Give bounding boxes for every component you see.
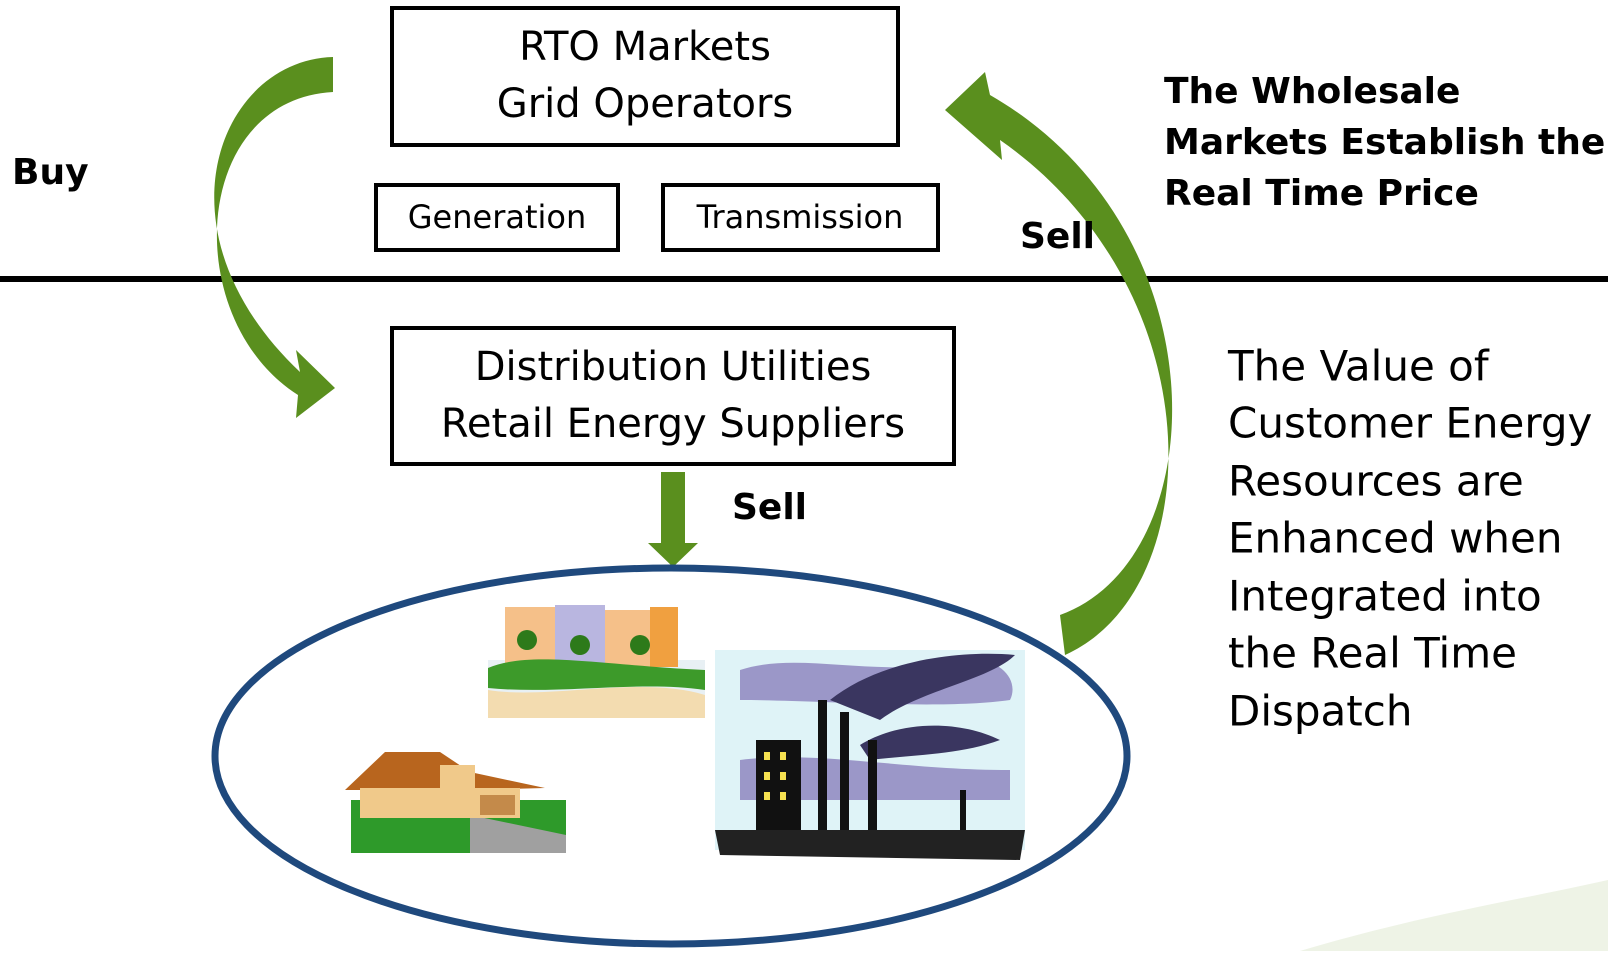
note-line: Dispatch	[1228, 687, 1412, 736]
value-note: The Value of Customer Energy Resources a…	[1227, 342, 1592, 736]
note-line: The Wholesale	[1164, 71, 1460, 112]
divider-line	[0, 276, 1608, 282]
sell-down-arrow	[648, 472, 698, 567]
buy-arrow	[214, 57, 335, 418]
house-icon	[345, 752, 566, 853]
wholesale-note: The Wholesale Markets Establish the Real…	[1164, 71, 1605, 214]
rto-line: RTO Markets	[519, 24, 771, 70]
hotel-icon	[488, 605, 705, 718]
transmission-box	[661, 183, 940, 252]
note-line: Markets Establish the	[1164, 122, 1605, 163]
note-line: Customer Energy	[1228, 399, 1592, 448]
note-line: Integrated into	[1228, 572, 1542, 621]
customer-ellipse	[211, 564, 1131, 948]
note-line: Resources are	[1228, 457, 1524, 506]
note-line: The Value of	[1227, 342, 1490, 391]
note-line: the Real Time	[1228, 629, 1517, 678]
rto-line: Grid Operators	[497, 81, 794, 127]
sell-label: Sell	[1020, 216, 1095, 257]
background-swoosh	[1300, 880, 1608, 951]
generation-box	[374, 183, 620, 252]
distribution-box	[390, 326, 956, 466]
sell-up-arrow	[945, 72, 1173, 655]
note-line: Real Time Price	[1164, 173, 1479, 214]
note-line: Enhanced when	[1228, 514, 1563, 563]
transmission-label: Transmission	[696, 198, 904, 236]
distribution-line: Distribution Utilities	[475, 344, 872, 390]
factory-icon	[715, 650, 1025, 860]
buy-label: Buy	[12, 152, 89, 193]
distribution-line: Retail Energy Suppliers	[441, 401, 905, 447]
sell-label: Sell	[732, 487, 807, 528]
generation-label: Generation	[408, 198, 587, 236]
rto-box	[390, 6, 900, 147]
